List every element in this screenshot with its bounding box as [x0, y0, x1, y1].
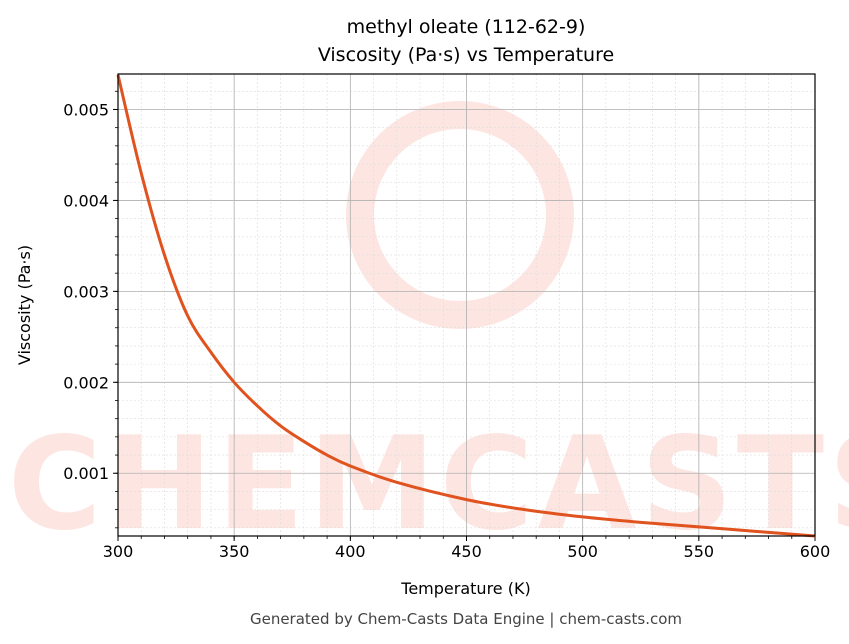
- x-tick-label: 550: [684, 542, 715, 561]
- x-tick-label: 600: [800, 542, 831, 561]
- footer-text: Generated by Chem-Casts Data Engine | ch…: [250, 610, 682, 628]
- y-tick-label: 0.001: [63, 464, 109, 483]
- chart-title: methyl oleate (112-62-9): [347, 16, 586, 38]
- series-line: [116, 74, 816, 538]
- watermark-text: CHEMCASTS: [8, 410, 849, 559]
- y-tick-label: 0.003: [63, 282, 109, 301]
- x-tick-label: 400: [335, 542, 366, 561]
- x-tick-label: 450: [451, 542, 482, 561]
- plot-frame: [117, 73, 816, 537]
- y-tick-label: 0.004: [63, 191, 109, 210]
- x-tick-label: 500: [567, 542, 598, 561]
- x-tick-label: 300: [103, 542, 134, 561]
- x-tick-label: 350: [219, 542, 250, 561]
- chart-subtitle: Viscosity (Pa·s) vs Temperature: [318, 44, 614, 66]
- x-axis-label: Temperature (K): [400, 579, 530, 598]
- watermark: CHEMCASTS: [8, 101, 849, 559]
- watermark-circle: [346, 101, 574, 329]
- y-tick-label: 0.005: [63, 100, 109, 119]
- y-axis-label: Viscosity (Pa·s): [15, 245, 34, 365]
- y-tick-label: 0.002: [63, 373, 109, 392]
